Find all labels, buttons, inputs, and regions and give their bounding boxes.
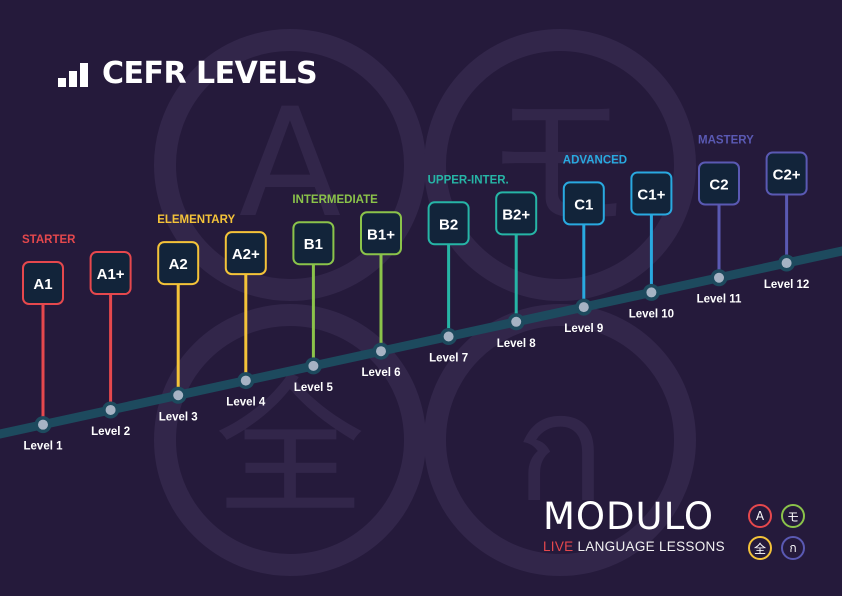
- level-label: Level 9: [564, 323, 603, 335]
- level-node-icon: [308, 360, 319, 371]
- level-node-icon: [240, 375, 251, 386]
- level-node-icon: [376, 346, 386, 357]
- level-node-icon: [511, 316, 522, 327]
- timeline-track: [0, 246, 842, 439]
- level-node-icon: [105, 404, 116, 415]
- level-code: C2: [709, 177, 728, 194]
- level-code: A2: [169, 256, 188, 273]
- level-code: B1: [304, 236, 323, 253]
- title-text: CEFR LEVELS: [102, 56, 318, 91]
- level-code: A1+: [97, 266, 125, 283]
- svg-text:全: 全: [215, 362, 365, 536]
- group-label: MASTERY: [698, 135, 754, 147]
- level-label: Level 11: [697, 294, 742, 306]
- level-node-icon: [781, 258, 792, 269]
- level-code: A1: [33, 276, 52, 293]
- group-label: INTERMEDIATE: [292, 194, 378, 206]
- level-label: Level 1: [24, 441, 64, 453]
- group-label: STARTER: [22, 234, 76, 246]
- level-node-icon: [714, 272, 724, 283]
- brand-glyph-ko-icon: ก: [781, 536, 805, 560]
- level-box: [630, 171, 673, 216]
- level-box: [292, 221, 335, 266]
- level-code: B1+: [367, 226, 395, 243]
- brand-glyph-zen-icon: 全: [748, 536, 772, 560]
- level-box: [562, 181, 605, 226]
- level-box: [224, 231, 267, 276]
- level-node-icon: [578, 302, 589, 313]
- level-box: [495, 191, 538, 236]
- level-label: Level 5: [294, 382, 334, 394]
- level-code: C1: [574, 196, 593, 213]
- level-node-icon: [38, 419, 48, 430]
- page-title: CEFR LEVELS: [58, 56, 318, 91]
- level-label: Level 4: [226, 397, 266, 409]
- svg-text:ก: ก: [515, 362, 606, 536]
- level-code: C2+: [773, 167, 801, 184]
- level-node-icon: [173, 390, 184, 401]
- brand-block: MODULO LIVE LANGUAGE LESSONS: [543, 495, 725, 555]
- brand-name: MODULO: [543, 495, 715, 538]
- level-box: [157, 241, 200, 286]
- level-box: [89, 251, 132, 296]
- level-box: [765, 151, 808, 196]
- level-code: A2+: [232, 246, 260, 263]
- level-label: Level 10: [629, 308, 674, 320]
- level-node-icon: [646, 287, 657, 298]
- level-box: [698, 161, 740, 206]
- level-box: [22, 261, 64, 305]
- background-glyphs: A モ 全 ก: [215, 77, 635, 536]
- level-node-icon: [443, 331, 454, 342]
- level-label: Level 8: [497, 338, 537, 350]
- level-code: B2: [439, 216, 458, 233]
- group-label: ADVANCED: [563, 154, 627, 166]
- level-label: Level 12: [764, 279, 809, 291]
- level-label: Level 3: [159, 411, 198, 423]
- brand-tagline: LIVE LANGUAGE LESSONS: [543, 539, 725, 554]
- brand-glyph-mo-icon: モ: [781, 504, 805, 528]
- level-label: Level 7: [429, 353, 468, 365]
- level-label: Level 2: [91, 426, 130, 438]
- level-label: Level 6: [362, 367, 401, 379]
- tagline-rest: LANGUAGE LESSONS: [573, 539, 725, 554]
- tagline-highlight: LIVE: [543, 539, 574, 554]
- level-code: C1+: [637, 186, 665, 203]
- level-box: [427, 201, 470, 246]
- group-label: ELEMENTARY: [157, 214, 235, 226]
- signal-bars-icon: [58, 61, 88, 87]
- background-watermark: [154, 29, 696, 576]
- brand-glyph-a-icon: A: [748, 504, 772, 528]
- level-code: B2+: [502, 206, 530, 223]
- level-box: [360, 211, 402, 256]
- group-label: UPPER-INTER.: [428, 174, 509, 186]
